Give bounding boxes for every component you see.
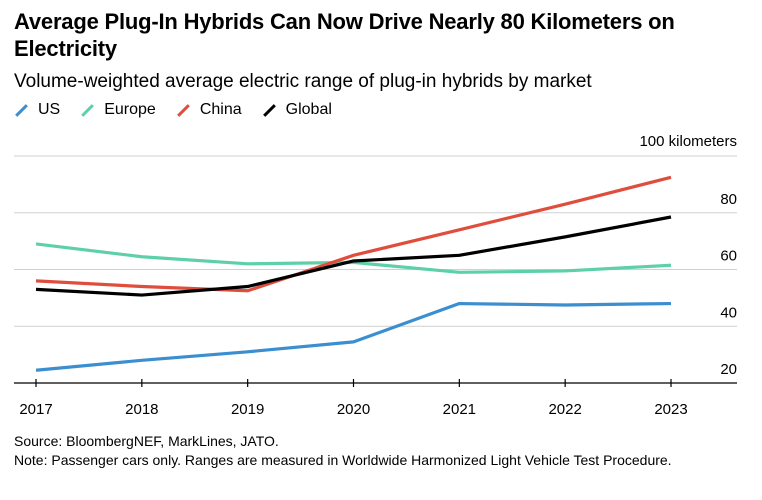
- x-tick-label: 2023: [654, 401, 687, 418]
- legend-item-global: Global: [262, 100, 332, 120]
- legend-label: US: [38, 101, 61, 118]
- series-line-us: [35, 301, 672, 372]
- series-line-europe: [35, 242, 672, 274]
- series-line-china: [35, 175, 672, 293]
- series-line-global: [35, 215, 672, 297]
- x-tick-label: 2022: [548, 401, 581, 418]
- x-tick-label: 2020: [337, 401, 370, 418]
- chart-title: Average Plug-In Hybrids Can Now Drive Ne…: [14, 9, 675, 61]
- legend-label: Europe: [104, 101, 156, 118]
- legend-item-europe: Europe: [80, 100, 156, 120]
- chart-subtitle: Volume-weighted average electric range o…: [14, 71, 592, 92]
- legend-label: China: [199, 101, 242, 118]
- x-tick-label: 2019: [231, 401, 264, 418]
- y-tick-label: 20: [720, 361, 737, 378]
- legend-item-us: US: [14, 100, 60, 120]
- x-tick-label: 2021: [443, 401, 476, 418]
- footnote: Note: Passenger cars only. Ranges are me…: [14, 452, 672, 468]
- legend-label: Global: [285, 101, 332, 118]
- source-note: Source: BloombergNEF, MarkLines, JATO.: [14, 433, 279, 449]
- y-tick-label: 40: [720, 304, 737, 321]
- y-axis-top-label: 100 kilometers: [639, 133, 737, 150]
- x-tick-label: 2017: [19, 401, 52, 418]
- legend-item-china: China: [176, 100, 242, 120]
- y-tick-label: 80: [720, 191, 737, 208]
- x-tick-label: 2018: [125, 401, 158, 418]
- y-tick-label: 60: [720, 248, 737, 265]
- legend: US Europe China Global: [14, 100, 352, 120]
- chart-footer: Source: BloombergNEF, MarkLines, JATO. N…: [14, 432, 672, 470]
